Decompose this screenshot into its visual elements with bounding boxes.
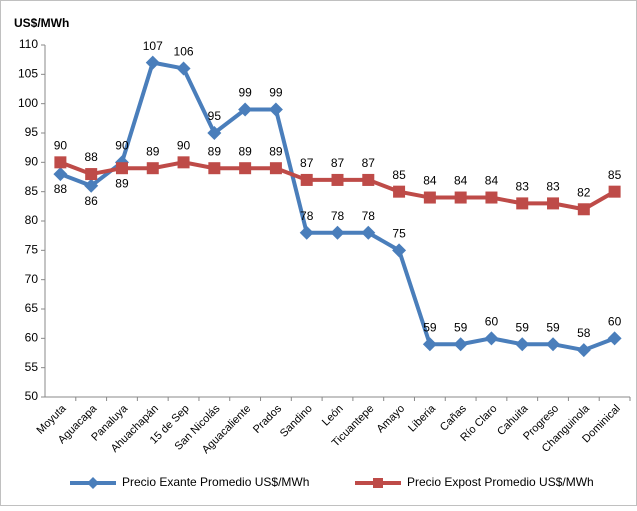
data-label: 82 xyxy=(577,185,591,199)
data-label: 75 xyxy=(392,227,406,241)
y-tick-label: 80 xyxy=(25,213,39,227)
data-label: 83 xyxy=(546,180,560,194)
marker xyxy=(393,185,406,198)
data-label: 85 xyxy=(392,168,406,182)
marker xyxy=(330,225,345,240)
marker xyxy=(576,343,591,358)
legend-marker xyxy=(87,477,99,489)
marker xyxy=(515,337,530,352)
y-tick-label: 90 xyxy=(25,155,39,169)
marker xyxy=(485,191,498,204)
y-tick-label: 75 xyxy=(25,243,39,257)
data-label: 90 xyxy=(54,139,68,153)
marker xyxy=(84,178,99,193)
data-label: 60 xyxy=(608,315,622,329)
data-label: 87 xyxy=(300,156,314,170)
data-label: 58 xyxy=(577,326,591,340)
data-label: 106 xyxy=(174,45,194,59)
data-label: 59 xyxy=(454,320,468,334)
data-label: 89 xyxy=(238,144,252,158)
y-tick-label: 70 xyxy=(25,272,39,286)
data-label: 107 xyxy=(143,39,163,53)
legend-marker xyxy=(373,478,383,488)
marker xyxy=(300,173,313,186)
data-label: 86 xyxy=(85,194,99,208)
y-tick-label: 50 xyxy=(25,389,39,403)
data-label: 87 xyxy=(331,156,345,170)
data-label: 89 xyxy=(146,144,160,158)
y-tick-label: 65 xyxy=(25,301,39,315)
y-tick-label: 100 xyxy=(18,96,38,110)
marker xyxy=(176,61,191,76)
marker xyxy=(299,225,314,240)
marker xyxy=(208,162,221,175)
marker xyxy=(239,162,252,175)
marker xyxy=(238,102,253,117)
marker xyxy=(454,191,467,204)
data-label: 59 xyxy=(546,320,560,334)
legend-label: Precio Expost Promedio US$/MWh xyxy=(407,475,594,489)
marker xyxy=(608,185,621,198)
marker xyxy=(577,203,590,216)
y-tick-label: 85 xyxy=(25,184,39,198)
marker xyxy=(607,331,622,346)
data-label: 59 xyxy=(516,320,530,334)
data-label: 88 xyxy=(54,182,68,196)
y-tick-label: 110 xyxy=(19,37,38,51)
data-label: 78 xyxy=(362,209,376,223)
data-label: 84 xyxy=(454,174,468,188)
data-label: 89 xyxy=(269,144,283,158)
legend-label: Precio Exante Promedio US$/MWh xyxy=(122,475,309,489)
marker xyxy=(85,168,98,181)
marker xyxy=(53,167,68,182)
marker xyxy=(268,102,283,117)
data-label: 99 xyxy=(238,86,252,100)
data-label: 59 xyxy=(423,320,437,334)
marker xyxy=(392,243,407,258)
y-tick-label: 55 xyxy=(25,360,39,374)
y-tick-label: 95 xyxy=(25,125,39,139)
y-tick-label: 105 xyxy=(18,67,38,81)
marker xyxy=(547,197,560,210)
data-label: 87 xyxy=(362,156,376,170)
marker xyxy=(54,156,67,169)
data-label: 90 xyxy=(115,139,129,153)
marker xyxy=(516,197,529,210)
data-label: 84 xyxy=(485,174,499,188)
marker xyxy=(546,337,561,352)
marker xyxy=(453,337,468,352)
data-label: 85 xyxy=(608,168,622,182)
marker xyxy=(331,173,344,186)
marker xyxy=(362,173,375,186)
marker xyxy=(177,156,190,169)
data-label: 78 xyxy=(331,209,345,223)
y-tick-label: 60 xyxy=(25,331,39,345)
data-label: 88 xyxy=(85,150,99,164)
data-label: 83 xyxy=(516,180,530,194)
data-label: 60 xyxy=(485,315,499,329)
marker xyxy=(361,225,376,240)
data-label: 99 xyxy=(269,86,283,100)
marker xyxy=(146,162,159,175)
marker xyxy=(484,331,499,346)
marker xyxy=(423,191,436,204)
marker xyxy=(115,162,128,175)
data-label: 90 xyxy=(177,139,191,153)
marker xyxy=(269,162,282,175)
data-label: 89 xyxy=(208,144,222,158)
marker xyxy=(207,126,222,140)
marker xyxy=(422,337,437,352)
data-label: 84 xyxy=(423,174,437,188)
data-label: 89 xyxy=(115,176,129,190)
y-axis-title: US$/MWh xyxy=(14,16,69,30)
data-label: 95 xyxy=(208,109,222,123)
marker xyxy=(145,55,160,70)
data-label: 78 xyxy=(300,209,314,223)
